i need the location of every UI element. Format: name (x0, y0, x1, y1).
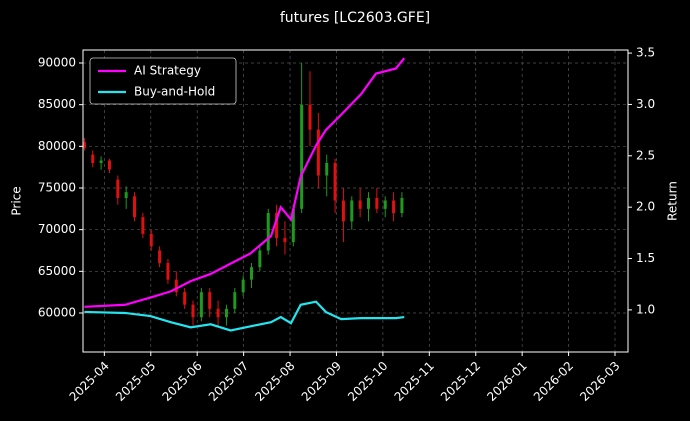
candle-body (107, 160, 111, 170)
candle-body (250, 267, 254, 280)
candle-body (325, 163, 329, 176)
candle-body (183, 292, 187, 305)
candle-body (266, 213, 270, 251)
candle-body (191, 304, 195, 318)
candle-body (233, 292, 237, 309)
y2-tick-label: 2.0 (636, 200, 655, 214)
candle-body (300, 104, 304, 209)
candle-body (166, 263, 170, 280)
y-tick-label: 70000 (38, 222, 76, 236)
candle-body (133, 196, 137, 218)
candle-body (333, 163, 337, 201)
candle-body (116, 179, 120, 198)
y-tick-label: 60000 (38, 306, 76, 320)
y-tick-label: 90000 (38, 56, 76, 70)
y2-tick-label: 1.5 (636, 251, 655, 265)
candle-body (316, 129, 320, 176)
candle-body (392, 200, 396, 213)
candle-body (82, 142, 86, 148)
candle-body (375, 198, 379, 209)
y2-tick-label: 3.5 (636, 46, 655, 60)
line-series (84, 300, 405, 332)
legend-label: Buy-and-Hold (134, 85, 215, 99)
candle-body (400, 198, 404, 213)
candle-body (141, 217, 145, 234)
candle-body (383, 200, 387, 209)
candle-body (224, 308, 228, 318)
candle-body (241, 279, 245, 293)
y2-tick-label: 2.5 (636, 148, 655, 162)
candle-body (91, 154, 95, 163)
y-tick-label: 65000 (38, 264, 76, 278)
candle-body (258, 250, 262, 268)
candle-body (341, 200, 345, 222)
y2-axis-label: Return (666, 181, 680, 221)
legend-label: AI Strategy (134, 64, 201, 78)
plot-frame (82, 49, 629, 353)
legend-box (89, 57, 237, 105)
chart-title: futures [LC2603.GFE] (280, 10, 430, 26)
candle-body (174, 279, 178, 293)
candle-body (208, 292, 212, 309)
candle-body (291, 208, 295, 243)
y-tick-label: 75000 (38, 181, 76, 195)
line-series (84, 57, 406, 308)
candle-body (358, 200, 362, 209)
candle-body (99, 160, 103, 163)
y2-tick-label: 1.0 (636, 302, 655, 316)
candle-body (158, 250, 162, 263)
candle-body (350, 200, 354, 222)
candle-body (216, 308, 220, 318)
y-tick-label: 85000 (38, 97, 76, 111)
candle-body (308, 104, 312, 130)
candle-body (275, 213, 279, 238)
candle-body (366, 198, 370, 209)
candle-body (283, 238, 287, 243)
y2-tick-label: 3.0 (636, 97, 655, 111)
y-axis-label: Price (10, 186, 24, 215)
candle-body (124, 192, 128, 198)
candle-body (199, 292, 203, 318)
candle-body (149, 233, 153, 247)
y-tick-label: 80000 (38, 139, 76, 153)
